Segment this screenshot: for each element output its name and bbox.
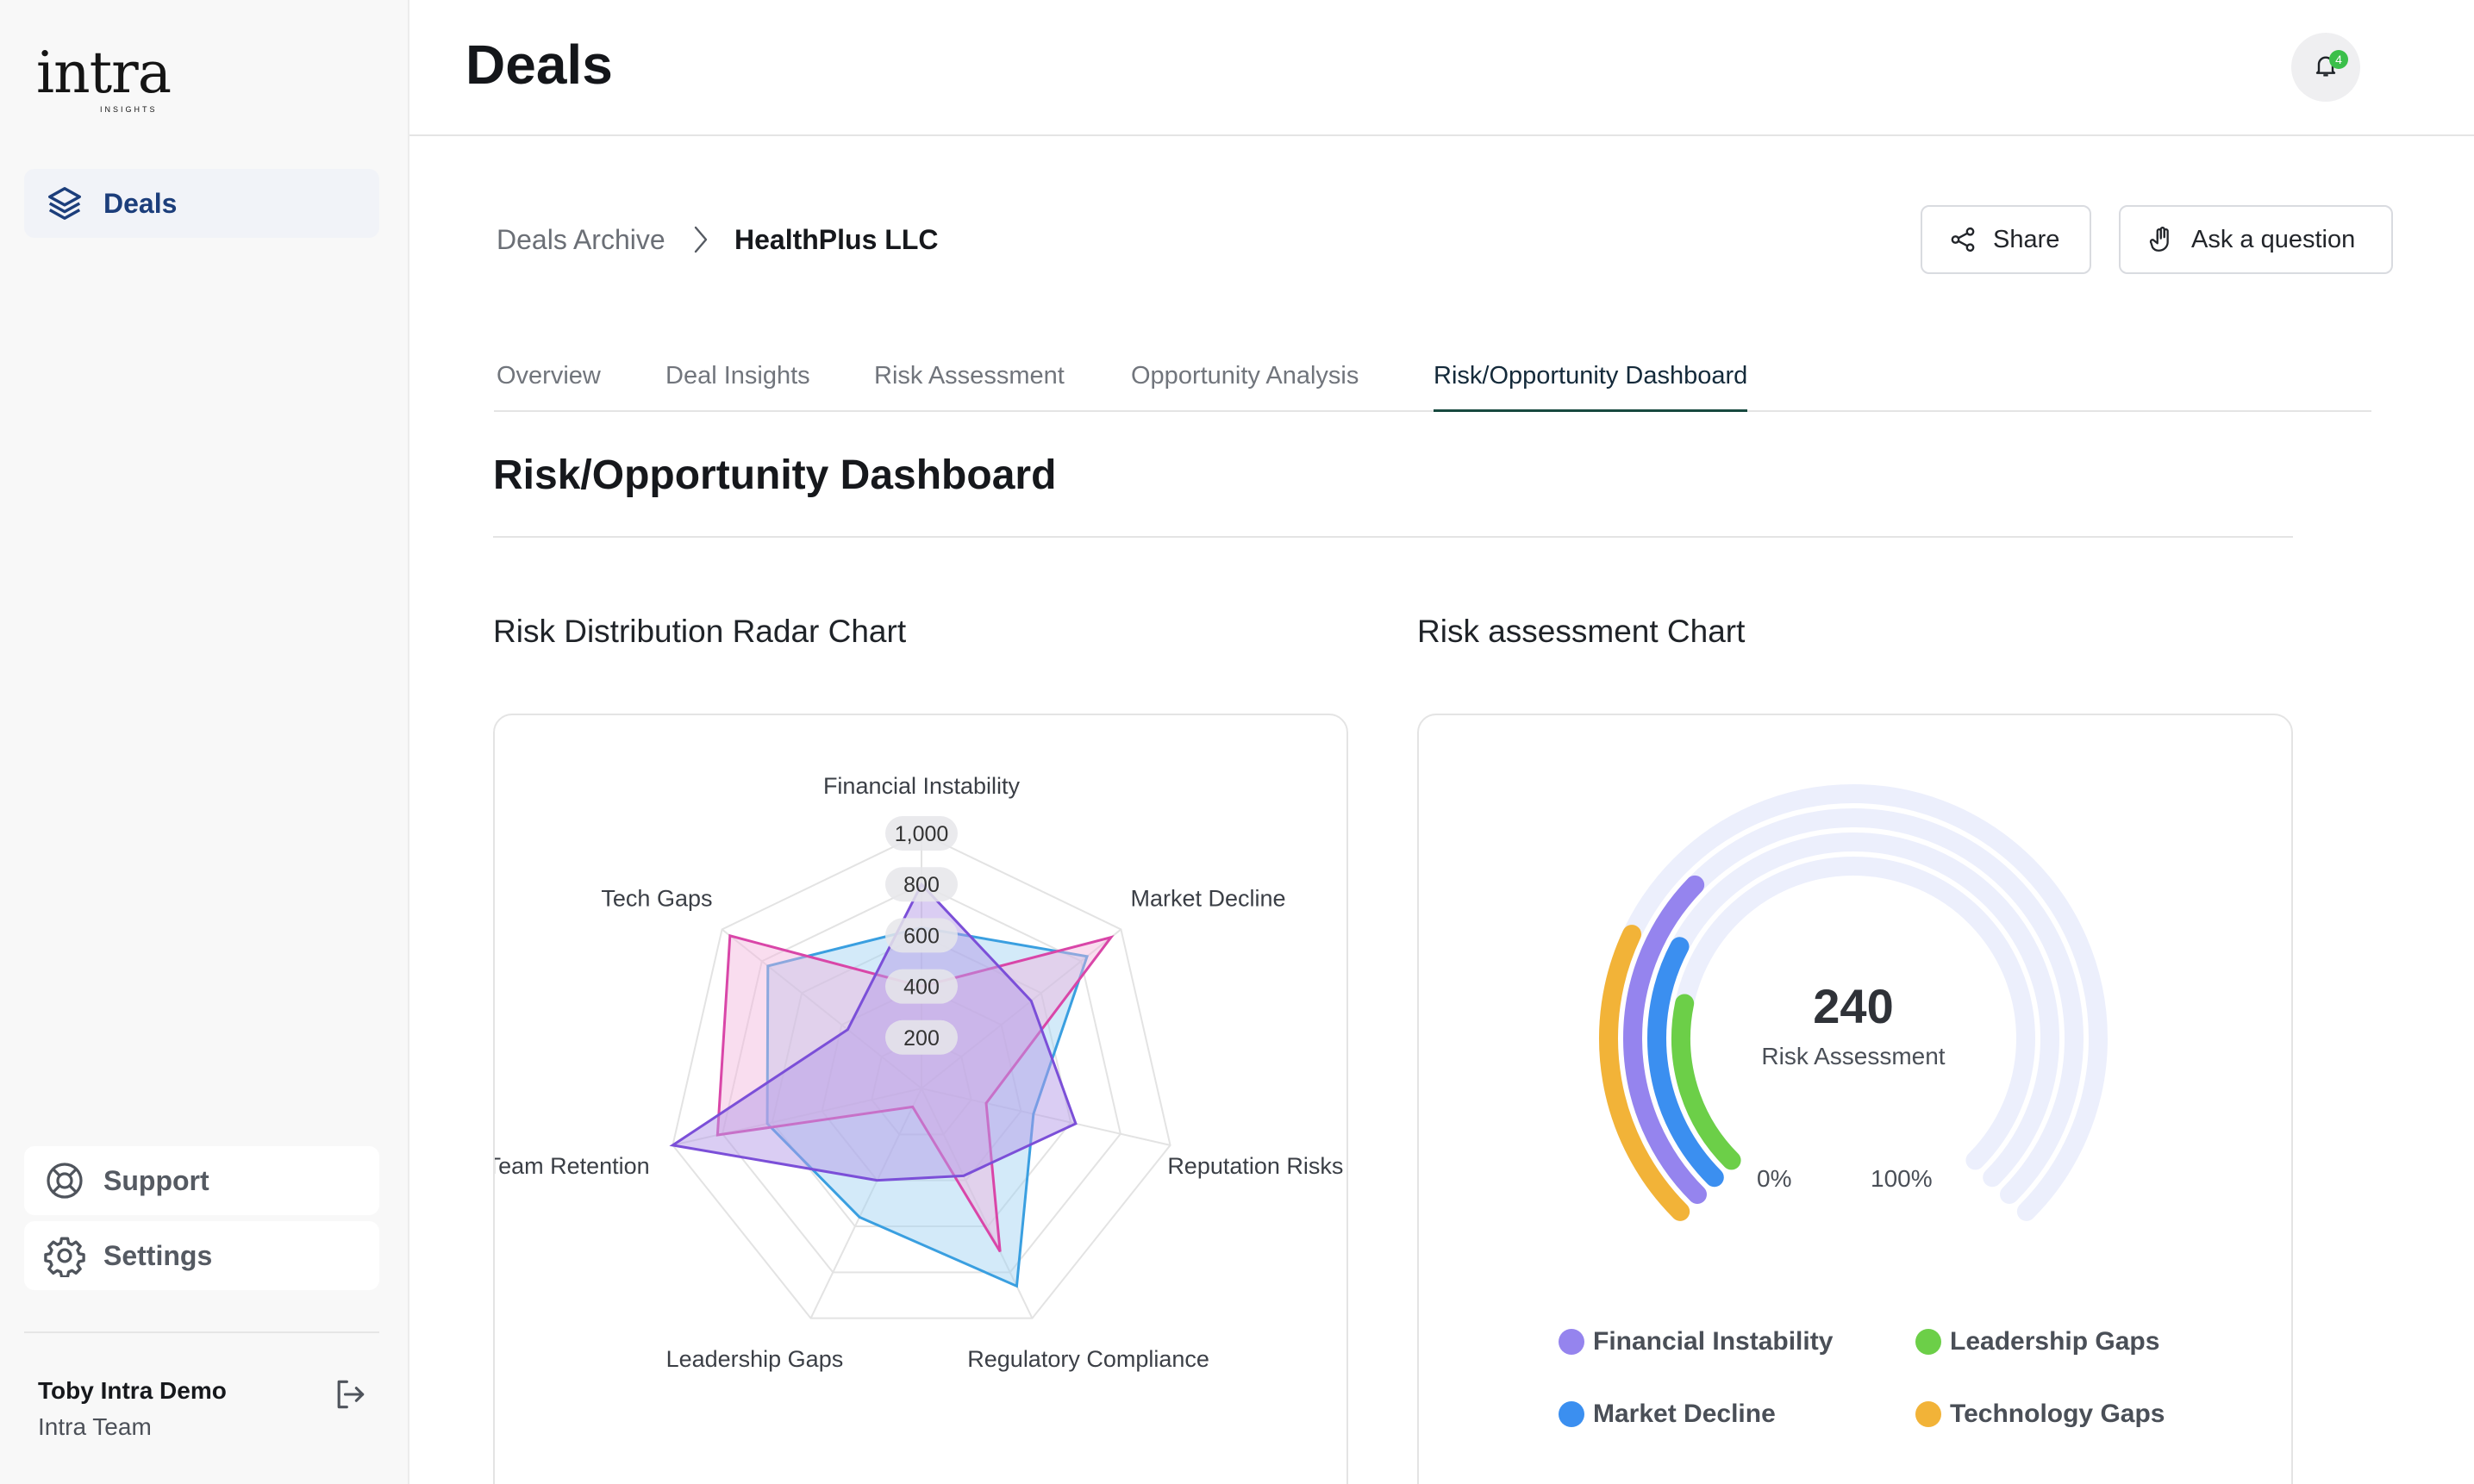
radar-grid-ring: [722, 883, 1121, 1274]
legend-swatch: [1559, 1329, 1584, 1355]
sidebar-item-settings[interactable]: Settings: [24, 1221, 379, 1290]
legend-label: Market Decline: [1593, 1400, 1776, 1428]
page-title: Deals: [465, 34, 613, 96]
tab-risk-opportunity-dashboard[interactable]: Risk/Opportunity Dashboard: [1434, 362, 1748, 412]
chevron-right-icon: [688, 222, 714, 257]
breadcrumb-parent-link[interactable]: Deals Archive: [497, 224, 665, 255]
brand-tagline: INSIGHTS: [100, 105, 158, 114]
gauge-center-label: Risk Assessment: [1761, 1043, 1945, 1069]
radar-axis-label: Market Decline: [1131, 885, 1286, 911]
radar-axis-label: Leadership Gaps: [666, 1346, 844, 1372]
share-button[interactable]: Share: [1921, 205, 2091, 274]
sidebar: intra INSIGHTS Deals Support: [0, 0, 409, 1484]
radar-series-3[interactable]: [669, 882, 1078, 1182]
radar-tick-bg: [885, 1019, 958, 1055]
user-name: Toby Intra Demo: [38, 1377, 227, 1404]
radar-tick-label: 600: [903, 924, 940, 948]
lifebuoy-icon: [43, 1159, 86, 1202]
legend-swatch: [1915, 1329, 1941, 1355]
gauge-scale-min: 0%: [1757, 1165, 1791, 1192]
radar-axis-label: Regulatory Compliance: [967, 1346, 1209, 1372]
gear-icon: [43, 1234, 86, 1277]
layers-icon: [43, 182, 86, 225]
radar-tick-bg: [885, 816, 958, 851]
legend-item[interactable]: Technology Gaps: [1915, 1400, 2165, 1429]
gauge-bar-financial-instability[interactable]: [1623, 875, 1707, 1205]
legend-label: Leadership Gaps: [1950, 1327, 2160, 1356]
sidebar-item-label: Support: [103, 1164, 209, 1196]
legend-item[interactable]: Market Decline: [1559, 1400, 1776, 1429]
gauge-bar-market-decline[interactable]: [1647, 937, 1724, 1188]
sidebar-item-label: Deals: [103, 187, 178, 219]
legend-swatch: [1559, 1401, 1584, 1427]
radar-tick-label: 1,000: [895, 822, 949, 846]
radar-axis-label: Team Retention: [495, 1153, 650, 1179]
divider: [493, 536, 2293, 538]
legend-item[interactable]: Financial Instability: [1559, 1327, 1833, 1356]
legend-swatch: [1915, 1401, 1941, 1427]
brand-name: intra: [36, 40, 172, 106]
radar-card-title: Risk Distribution Radar Chart: [493, 614, 907, 649]
radar-tick-label: 400: [903, 976, 940, 1000]
radial-bar-chart: 240 Risk Assessment 0% 100%: [1599, 784, 2108, 1221]
top-header: Deals 4: [409, 0, 2474, 136]
radar-axis-label: Financial Instability: [823, 773, 1021, 799]
radar-tick-label: 200: [903, 1026, 940, 1051]
section-title: Risk/Opportunity Dashboard: [493, 452, 1057, 498]
radar-tick-label: 800: [903, 873, 940, 897]
share-icon: [1951, 227, 1975, 253]
notifications-button[interactable]: 4: [2291, 33, 2360, 102]
notification-count-badge: 4: [2329, 50, 2348, 69]
legend-label: Technology Gaps: [1950, 1400, 2165, 1428]
radar-chart: 200 400 600 800 1,000 Financial Instability Ma…: [495, 773, 1343, 1372]
divider: [24, 1331, 379, 1333]
sidebar-item-label: Settings: [103, 1239, 213, 1271]
tab-deal-insights[interactable]: Deal Insights: [665, 362, 810, 390]
radar-grid-ring: [771, 934, 1072, 1228]
radar-chart-card: 200 400 600 800 1,000 Financial Instability Ma…: [493, 714, 1348, 1484]
gauge-card-title: Risk assessment Chart: [1417, 614, 1746, 649]
ask-question-button-label: Ask a question: [2191, 225, 2356, 253]
sidebar-item-deals[interactable]: Deals: [24, 169, 379, 238]
tab-opportunity-analysis[interactable]: Opportunity Analysis: [1131, 362, 1359, 390]
radar-grid-ring: [672, 832, 1171, 1319]
gauge-scale-max: 100%: [1871, 1165, 1933, 1192]
user-team: Intra Team: [38, 1413, 152, 1440]
tab-bar: Overview Deal Insights Risk Assessment O…: [494, 362, 2371, 412]
radar-tick-bg: [885, 969, 958, 1004]
gauge-center-value: 240: [1813, 979, 1893, 1033]
hand-raised-icon: [2149, 227, 2169, 252]
share-button-label: Share: [1993, 225, 2060, 253]
radar-axis-label: Tech Gaps: [601, 885, 712, 911]
sidebar-item-support[interactable]: Support: [24, 1146, 379, 1215]
ask-question-button[interactable]: Ask a question: [2119, 205, 2393, 274]
tab-overview[interactable]: Overview: [497, 362, 601, 390]
radar-tick-bg: [885, 918, 958, 953]
gauge-bar-leadership-gaps[interactable]: [1671, 994, 1741, 1170]
risk-gauge-card: 240 Risk Assessment 0% 100% Financial Insta…: [1417, 714, 2293, 1484]
gauge-bar-technology-gaps[interactable]: [1599, 925, 1690, 1221]
radar-axis-label: Reputation Risks: [1167, 1153, 1343, 1179]
legend-item[interactable]: Leadership Gaps: [1915, 1327, 2159, 1356]
legend-label: Financial Instability: [1593, 1327, 1834, 1356]
brand-logo[interactable]: intra INSIGHTS: [36, 45, 174, 119]
logout-icon[interactable]: [331, 1375, 369, 1413]
breadcrumb-current: HealthPlus LLC: [734, 224, 939, 255]
tab-risk-assessment[interactable]: Risk Assessment: [874, 362, 1065, 390]
radar-tick-bg: [885, 867, 958, 902]
bell-icon: [2312, 52, 2340, 84]
radar-tick-labels: 200 400 600 800 1,000: [885, 816, 958, 1055]
